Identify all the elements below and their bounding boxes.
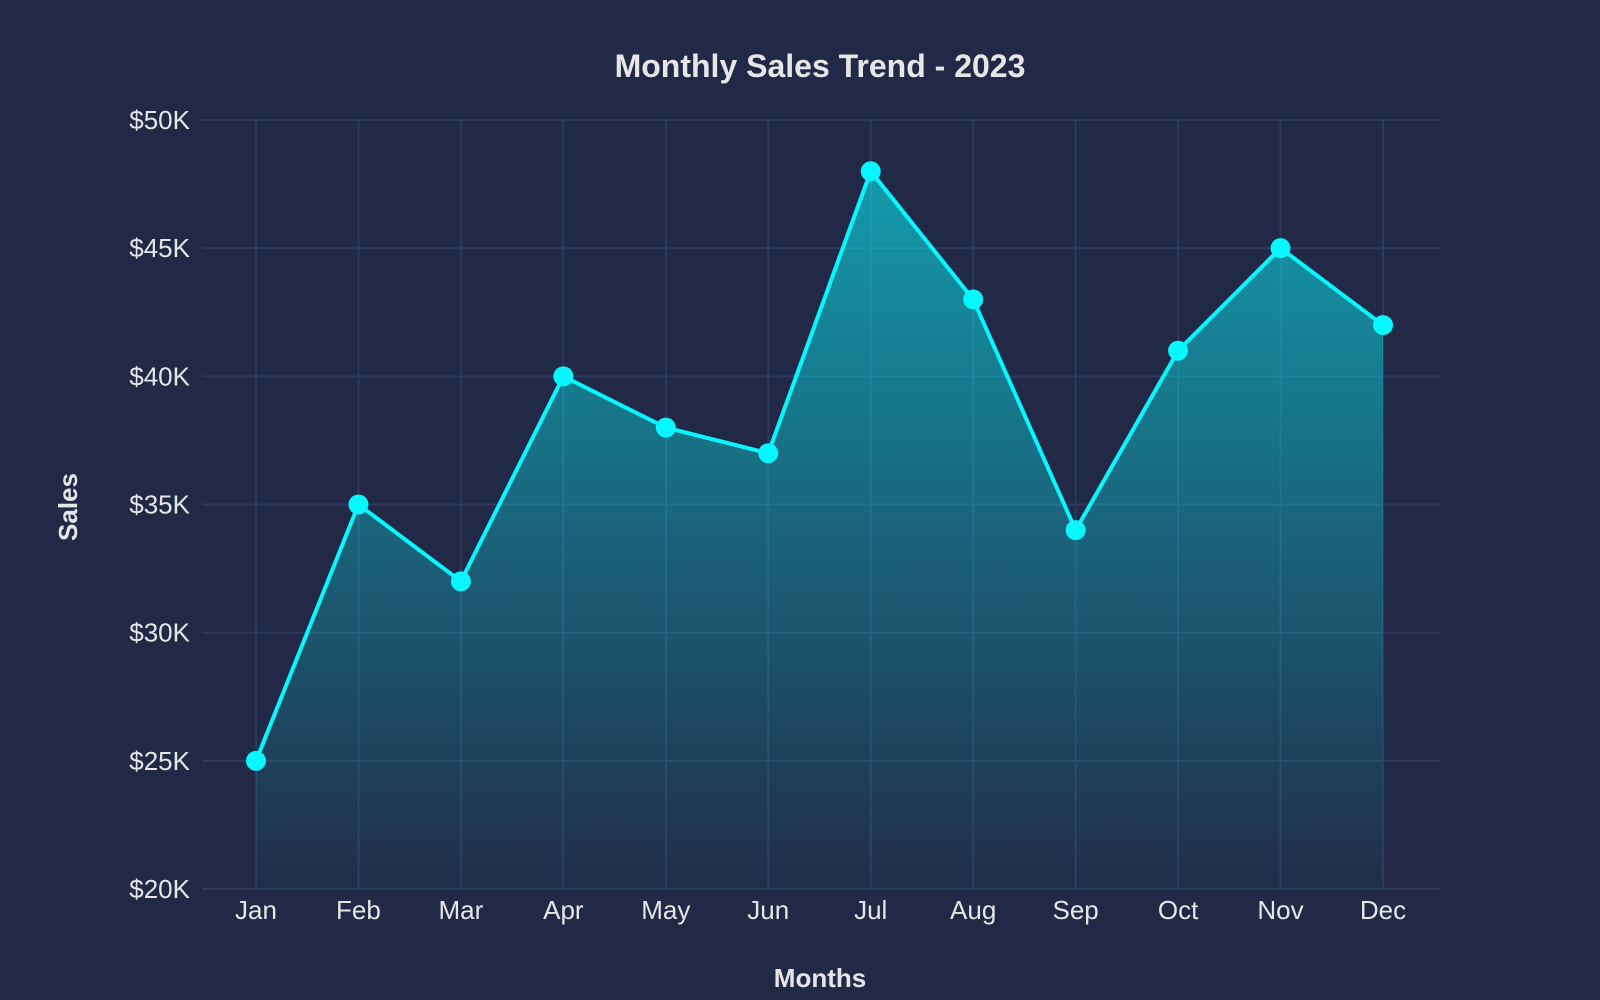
x-tick-label: Mar [439,895,484,925]
x-tick-label: Jun [747,895,789,925]
series-line [254,169,1385,763]
points-layer [246,161,1393,771]
x-tick-label: May [641,895,690,925]
data-point-mar [450,571,471,592]
line-layer [254,169,1385,763]
y-axis-label: Sales [53,473,83,541]
data-point-may [655,417,676,438]
series-area [256,171,1383,889]
x-tick-label: Nov [1257,895,1303,925]
x-tick-label: Aug [950,895,996,925]
x-tick-label: Jul [854,895,887,925]
y-tick-label: $20K [129,874,190,904]
chart-title: Monthly Sales Trend - 2023 [615,48,1026,84]
y-tick-label: $35K [129,490,190,520]
x-axis-ticks: Jan Feb Mar Apr May Jun Jul Aug Sep Oct Nov Dec [235,895,1406,925]
data-point-jun [758,443,779,464]
y-tick-label: $50K [129,105,190,135]
x-tick-label: Jan [235,895,277,925]
x-tick-label: Dec [1360,895,1406,925]
x-tick-label: Feb [336,895,381,925]
data-point-sep [1065,520,1086,541]
x-axis-label: Months [774,963,866,993]
data-point-aug [963,289,984,310]
data-point-feb [348,494,369,515]
data-point-jan [246,750,266,771]
data-point-apr [553,366,574,387]
x-tick-label: Apr [543,895,584,925]
data-point-oct [1168,340,1189,361]
y-tick-label: $40K [129,361,190,391]
y-tick-label: $30K [129,618,190,648]
y-tick-label: $45K [129,233,190,263]
x-tick-label: Sep [1053,895,1099,925]
data-point-nov [1270,238,1291,259]
data-point-dec [1373,315,1393,336]
x-tick-label: Oct [1158,895,1199,925]
y-axis-ticks: $20K $25K $30K $35K $40K $45K $50K [129,105,190,904]
data-point-jul [860,161,881,182]
y-tick-label: $25K [129,746,190,776]
area-layer [256,171,1383,889]
